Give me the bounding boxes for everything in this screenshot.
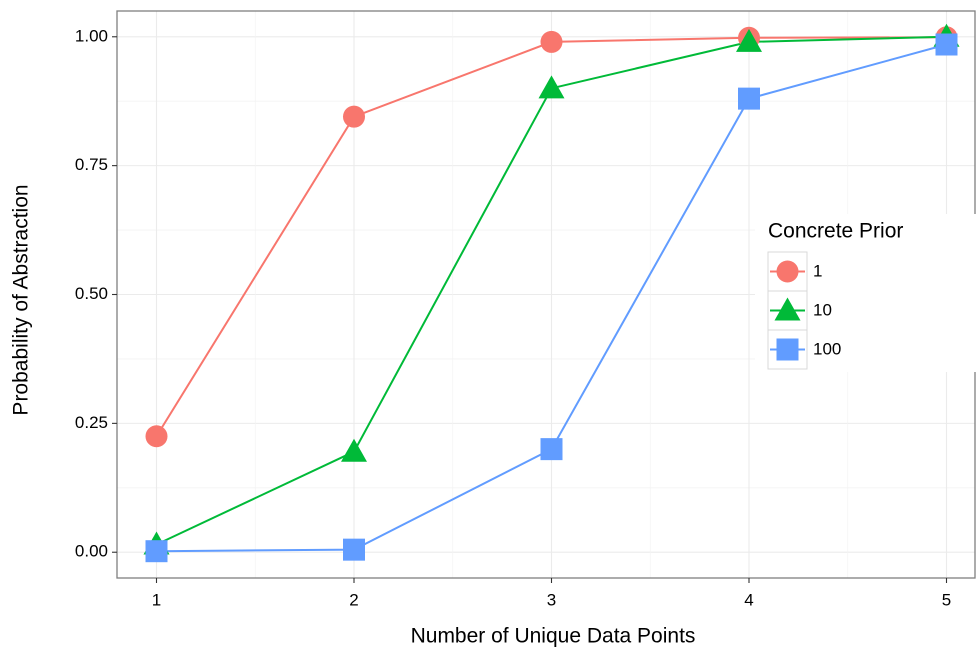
legend-marker [774,297,801,321]
x-tick-label: 1 [152,590,161,609]
y-tick-label: 0.50 [75,284,108,303]
legend-title: Concrete Prior [768,220,903,243]
point [145,425,168,448]
legend-label: 100 [813,339,841,358]
x-tick-label: 5 [942,590,951,609]
y-tick-label: 0.75 [75,155,108,174]
x-tick-label: 4 [744,590,753,609]
point [736,28,762,52]
point [538,75,565,99]
point [341,438,367,462]
legend-marker [776,338,799,361]
legend-label: 10 [813,300,832,319]
point [540,30,563,53]
y-axis-title: Probability of Abstraction [10,184,33,415]
point [343,105,365,128]
point [540,438,563,461]
point [935,33,958,56]
point [343,538,365,561]
legend-label: 1 [813,261,822,280]
point [145,540,168,563]
y-tick-label: 1.00 [75,26,108,45]
point [738,87,760,110]
y-tick-label: 0.00 [75,542,108,561]
legend-marker [776,260,799,283]
x-tick-label: 3 [547,590,556,609]
y-tick-label: 0.25 [75,413,108,432]
x-tick-label: 2 [349,590,358,609]
x-axis-title: Number of Unique Data Points [411,625,696,648]
